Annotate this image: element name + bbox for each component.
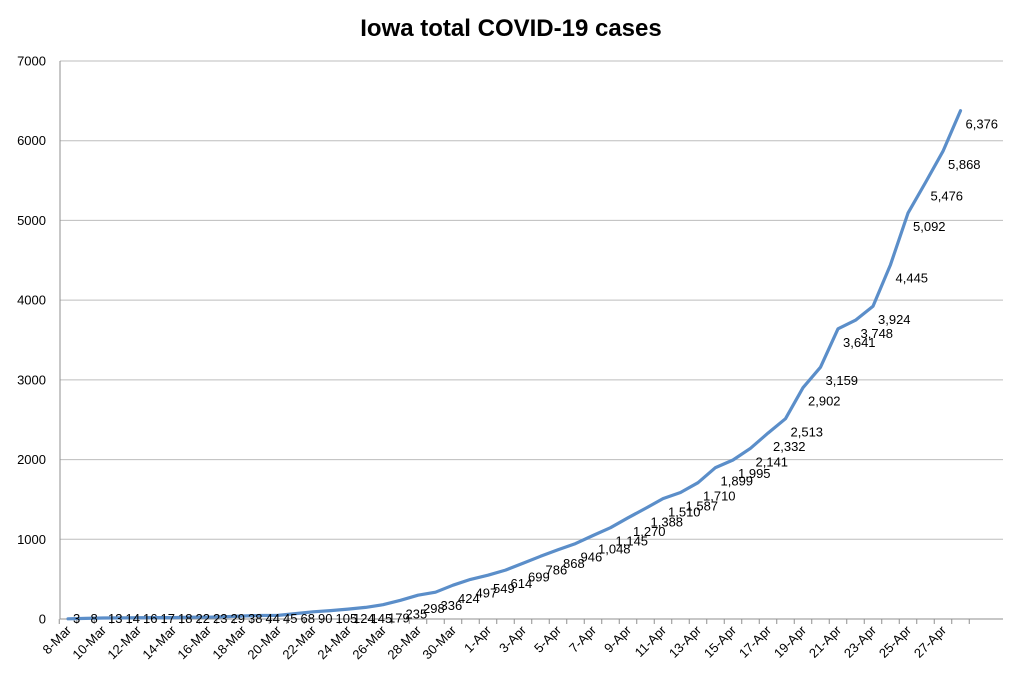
x-tick-label: 24-Mar xyxy=(314,622,354,662)
data-label: 786 xyxy=(546,562,568,577)
x-tick-label: 21-Apr xyxy=(806,622,845,661)
data-label: 235 xyxy=(406,606,428,621)
data-label: 699 xyxy=(528,569,550,584)
data-label: 424 xyxy=(458,591,480,606)
y-tick-label: 4000 xyxy=(17,293,46,308)
data-label: 2,141 xyxy=(756,454,789,469)
y-tick-label: 6000 xyxy=(17,133,46,148)
data-label: 2,332 xyxy=(773,439,806,454)
gridlines xyxy=(60,60,1003,540)
data-label: 22 xyxy=(196,611,210,626)
y-tick-label: 2000 xyxy=(17,452,46,467)
x-tick-label: 1-Apr xyxy=(461,622,495,656)
x-tick-label: 18-Mar xyxy=(209,622,249,662)
x-tick-label: 11-Apr xyxy=(632,622,670,660)
x-tick-label: 3-Apr xyxy=(496,622,530,656)
x-tick-label: 5-Apr xyxy=(531,622,565,656)
x-tick-label: 10-Mar xyxy=(69,622,109,662)
x-tick-label: 25-Apr xyxy=(876,622,915,661)
x-tick-label: 14-Mar xyxy=(139,622,179,662)
x-tick-label: 9-Apr xyxy=(601,622,635,656)
data-label: 45 xyxy=(283,611,297,626)
x-tick-label: 15-Apr xyxy=(701,622,740,661)
data-label: 1,388 xyxy=(651,514,684,529)
data-label: 90 xyxy=(318,611,332,626)
y-tick-label: 3000 xyxy=(17,372,46,387)
data-label: 5,868 xyxy=(948,157,981,172)
y-tick-label: 1000 xyxy=(17,532,46,547)
y-tick-label: 7000 xyxy=(17,54,46,69)
x-tick-label: 30-Mar xyxy=(419,622,459,662)
data-label: 5,476 xyxy=(931,188,964,203)
data-label: 38 xyxy=(248,611,262,626)
data-label: 17 xyxy=(161,611,175,626)
data-label: 298 xyxy=(423,601,445,616)
data-label: 145 xyxy=(371,611,393,626)
x-tick-label: 19-Apr xyxy=(771,622,810,661)
data-label: 105 xyxy=(336,611,358,626)
data-label: 549 xyxy=(493,581,515,596)
data-label: 1,710 xyxy=(703,489,736,504)
data-label: 1,899 xyxy=(721,474,754,489)
data-label: 6,376 xyxy=(966,117,999,132)
data-label: 5,092 xyxy=(913,219,946,234)
axes xyxy=(58,61,1003,624)
chart-title: Iowa total COVID-19 cases xyxy=(360,15,661,42)
x-tick-label: 22-Mar xyxy=(279,622,319,662)
x-tick-label: 16-Mar xyxy=(174,622,214,662)
data-label: 2,902 xyxy=(808,394,841,409)
data-label: 29 xyxy=(231,611,245,626)
data-label: 124 xyxy=(353,611,375,626)
data-label: 2,513 xyxy=(791,425,824,440)
x-tick-label: 28-Mar xyxy=(384,622,424,662)
x-axis-tick-labels: 8-Mar10-Mar12-Mar14-Mar16-Mar18-Mar20-Ma… xyxy=(40,622,950,662)
data-label: 13 xyxy=(108,611,122,626)
data-label: 497 xyxy=(476,585,498,600)
data-label: 23 xyxy=(213,611,227,626)
data-label: 3 xyxy=(73,611,80,626)
x-tick-label: 17-Apr xyxy=(736,622,775,661)
x-tick-label: 26-Mar xyxy=(349,622,389,662)
data-label: 14 xyxy=(126,611,140,626)
x-tick-label: 12-Mar xyxy=(104,622,144,662)
data-label: 18 xyxy=(178,611,192,626)
data-label: 8 xyxy=(91,611,98,626)
data-label: 1,995 xyxy=(738,466,771,481)
data-label: 3,641 xyxy=(843,335,876,350)
data-label: 3,748 xyxy=(861,326,894,341)
x-tick-label: 7-Apr xyxy=(566,622,600,656)
data-label: 68 xyxy=(301,611,315,626)
data-label: 336 xyxy=(441,598,463,613)
data-label: 179 xyxy=(388,611,410,626)
data-label: 3,924 xyxy=(878,312,911,327)
data-label: 614 xyxy=(511,576,533,591)
y-axis-tick-labels: 0 1000 2000 3000 4000 5000 6000 7000 xyxy=(17,54,46,627)
data-label: 1,587 xyxy=(686,498,719,513)
x-tick-label: 23-Apr xyxy=(841,622,880,661)
data-label: 16 xyxy=(143,611,157,626)
x-tick-label: 20-Mar xyxy=(244,622,284,662)
data-label: 1,510 xyxy=(668,505,701,520)
series-line xyxy=(66,109,963,621)
data-label: 1,048 xyxy=(598,541,631,556)
series-line-layer xyxy=(66,109,963,621)
data-label: 4,445 xyxy=(896,271,929,286)
data-label: 44 xyxy=(266,611,280,626)
data-labels: 3 8 13 14 16 17 18 22 23 29 38 44 45 68 90 105124145179… xyxy=(73,117,998,626)
y-tick-label: 5000 xyxy=(17,213,46,228)
x-tick-label: 27-Apr xyxy=(911,622,950,661)
data-label: 946 xyxy=(581,550,603,565)
data-label: 1,145 xyxy=(616,534,649,549)
y-tick-label: 0 xyxy=(39,612,46,627)
data-label: 868 xyxy=(563,556,585,571)
x-tick-label: 13-Apr xyxy=(666,622,705,661)
data-label: 3,159 xyxy=(826,373,859,388)
data-label: 1,270 xyxy=(633,524,666,539)
